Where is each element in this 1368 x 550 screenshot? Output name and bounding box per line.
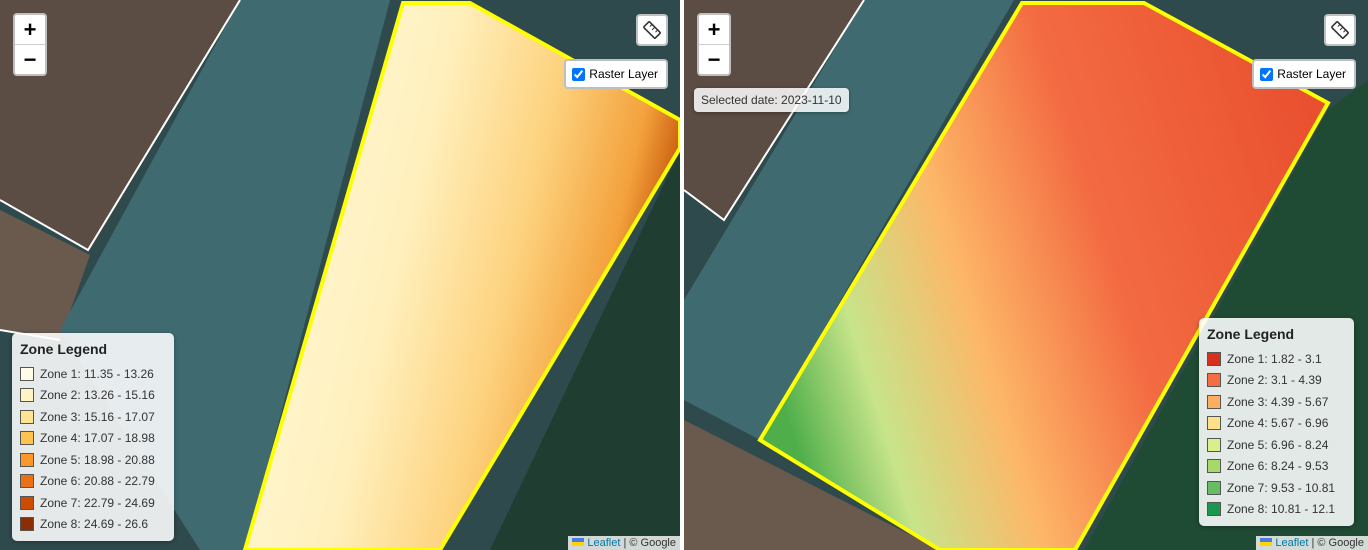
leaflet-link[interactable]: Leaflet [1275, 537, 1309, 549]
legend-row: Zone 6: 20.88 - 22.79 [20, 471, 166, 493]
field-raster[interactable] [757, 1, 1331, 550]
legend-swatch [1207, 373, 1221, 388]
legend-label: Zone 7: 9.53 - 10.81 [1227, 480, 1336, 495]
legend-label: Zone 6: 8.24 - 9.53 [1227, 459, 1329, 474]
legend-row: Zone 5: 18.98 - 20.88 [20, 449, 166, 471]
legend-label: Zone 2: 13.26 - 15.16 [40, 388, 155, 403]
map[interactable]: + − Raster Layer Zone Legend Zone 1: 11.35 -… [0, 0, 680, 550]
legend-row: Zone 3: 15.16 - 17.07 [20, 406, 166, 428]
legend-label: Zone 3: 15.16 - 17.07 [40, 409, 155, 424]
attribution: Leaflet | © Google [1256, 536, 1368, 550]
legend-label: Zone 5: 18.98 - 20.88 [40, 452, 155, 467]
legend-label: Zone 1: 1.82 - 3.1 [1227, 351, 1322, 366]
zoom-in[interactable]: + [707, 17, 721, 42]
legend-row: Zone 2: 3.1 - 4.39 [1207, 370, 1346, 392]
legend-label: Zone 6: 20.88 - 22.79 [40, 474, 155, 489]
attribution-text: | © Google [623, 537, 676, 549]
field-raster[interactable] [242, 1, 680, 550]
legend-swatch [20, 474, 34, 489]
measure-button[interactable] [636, 14, 668, 46]
legend-swatch [1207, 351, 1221, 366]
legend-label: Zone 8: 10.81 - 12.1 [1227, 502, 1336, 517]
legend-label: Zone 5: 6.96 - 8.24 [1227, 437, 1329, 452]
zoom-control: + − [697, 13, 731, 76]
legend-swatch [1207, 502, 1221, 517]
legend-row: Zone 5: 6.96 - 8.24 [1207, 434, 1346, 456]
legend-label: Zone 8: 24.69 - 26.6 [40, 517, 149, 532]
legend-row: Zone 7: 22.79 - 24.69 [20, 492, 166, 514]
zoom-out[interactable]: − [15, 44, 45, 74]
legend-swatch [1207, 394, 1221, 409]
legend-row: Zone 1: 11.35 - 13.26 [20, 363, 166, 385]
legend-swatch [20, 409, 34, 424]
map[interactable]: + − Raster Layer Selected date: 2023-11-10 Z… [684, 0, 1368, 550]
legend-swatch [20, 452, 34, 467]
legend-swatch [20, 495, 34, 510]
legend-row: Zone 6: 8.24 - 9.53 [1207, 456, 1346, 478]
legend-row: Zone 1: 1.82 - 3.1 [1207, 348, 1346, 370]
date-label: Selected date: 2023-11-10 [694, 88, 849, 112]
legend: Zone Legend Zone 1: 1.82 - 3.1 Zone 2: 3.1… [1199, 318, 1354, 526]
leaflet-link[interactable]: Leaflet [587, 537, 621, 549]
legend-swatch [20, 431, 34, 446]
zoom-in[interactable]: + [23, 17, 37, 42]
legend-swatch [20, 388, 34, 403]
legend-row: Zone 3: 4.39 - 5.67 [1207, 391, 1346, 413]
zoom-control: + − [13, 13, 47, 76]
measure-button[interactable] [1324, 14, 1356, 46]
layer-control: Raster Layer [564, 59, 668, 89]
legend-row: Zone 2: 13.26 - 15.16 [20, 385, 166, 407]
legend-label: Zone 3: 4.39 - 5.67 [1227, 394, 1329, 409]
legend-label: Zone 2: 3.1 - 4.39 [1227, 373, 1322, 388]
legend-row: Zone 4: 5.67 - 6.96 [1207, 413, 1346, 435]
layer-checkbox[interactable] [1260, 67, 1274, 81]
legend: Zone Legend Zone 1: 11.35 - 13.26 Zone 2: … [12, 333, 174, 541]
legend-title: Zone Legend [20, 341, 108, 357]
legend-swatch [1207, 459, 1221, 474]
attribution: Leaflet | © Google [568, 536, 680, 550]
layer-label[interactable]: Raster Layer [589, 67, 658, 81]
legend-row: Zone 4: 17.07 - 18.98 [20, 428, 166, 450]
legend-label: Zone 7: 22.79 - 24.69 [40, 495, 155, 510]
zoom-out[interactable]: − [699, 44, 729, 74]
layer-checkbox[interactable] [572, 67, 586, 81]
layer-label[interactable]: Raster Layer [1277, 67, 1346, 81]
legend-row: Zone 8: 24.69 - 26.6 [20, 514, 166, 536]
legend-title: Zone Legend [1207, 326, 1295, 342]
legend-swatch [1207, 416, 1221, 431]
layer-control: Raster Layer [1252, 59, 1356, 89]
legend-label: Zone 4: 5.67 - 6.96 [1227, 416, 1329, 431]
legend-swatch [20, 517, 34, 532]
attribution-text: | © Google [1311, 537, 1364, 549]
legend-row: Zone 8: 10.81 - 12.1 [1207, 499, 1346, 521]
legend-swatch [1207, 480, 1221, 495]
legend-swatch [20, 366, 34, 381]
legend-row: Zone 7: 9.53 - 10.81 [1207, 477, 1346, 499]
legend-label: Zone 4: 17.07 - 18.98 [40, 431, 155, 446]
legend-label: Zone 1: 11.35 - 13.26 [40, 366, 154, 381]
legend-swatch [1207, 437, 1221, 452]
